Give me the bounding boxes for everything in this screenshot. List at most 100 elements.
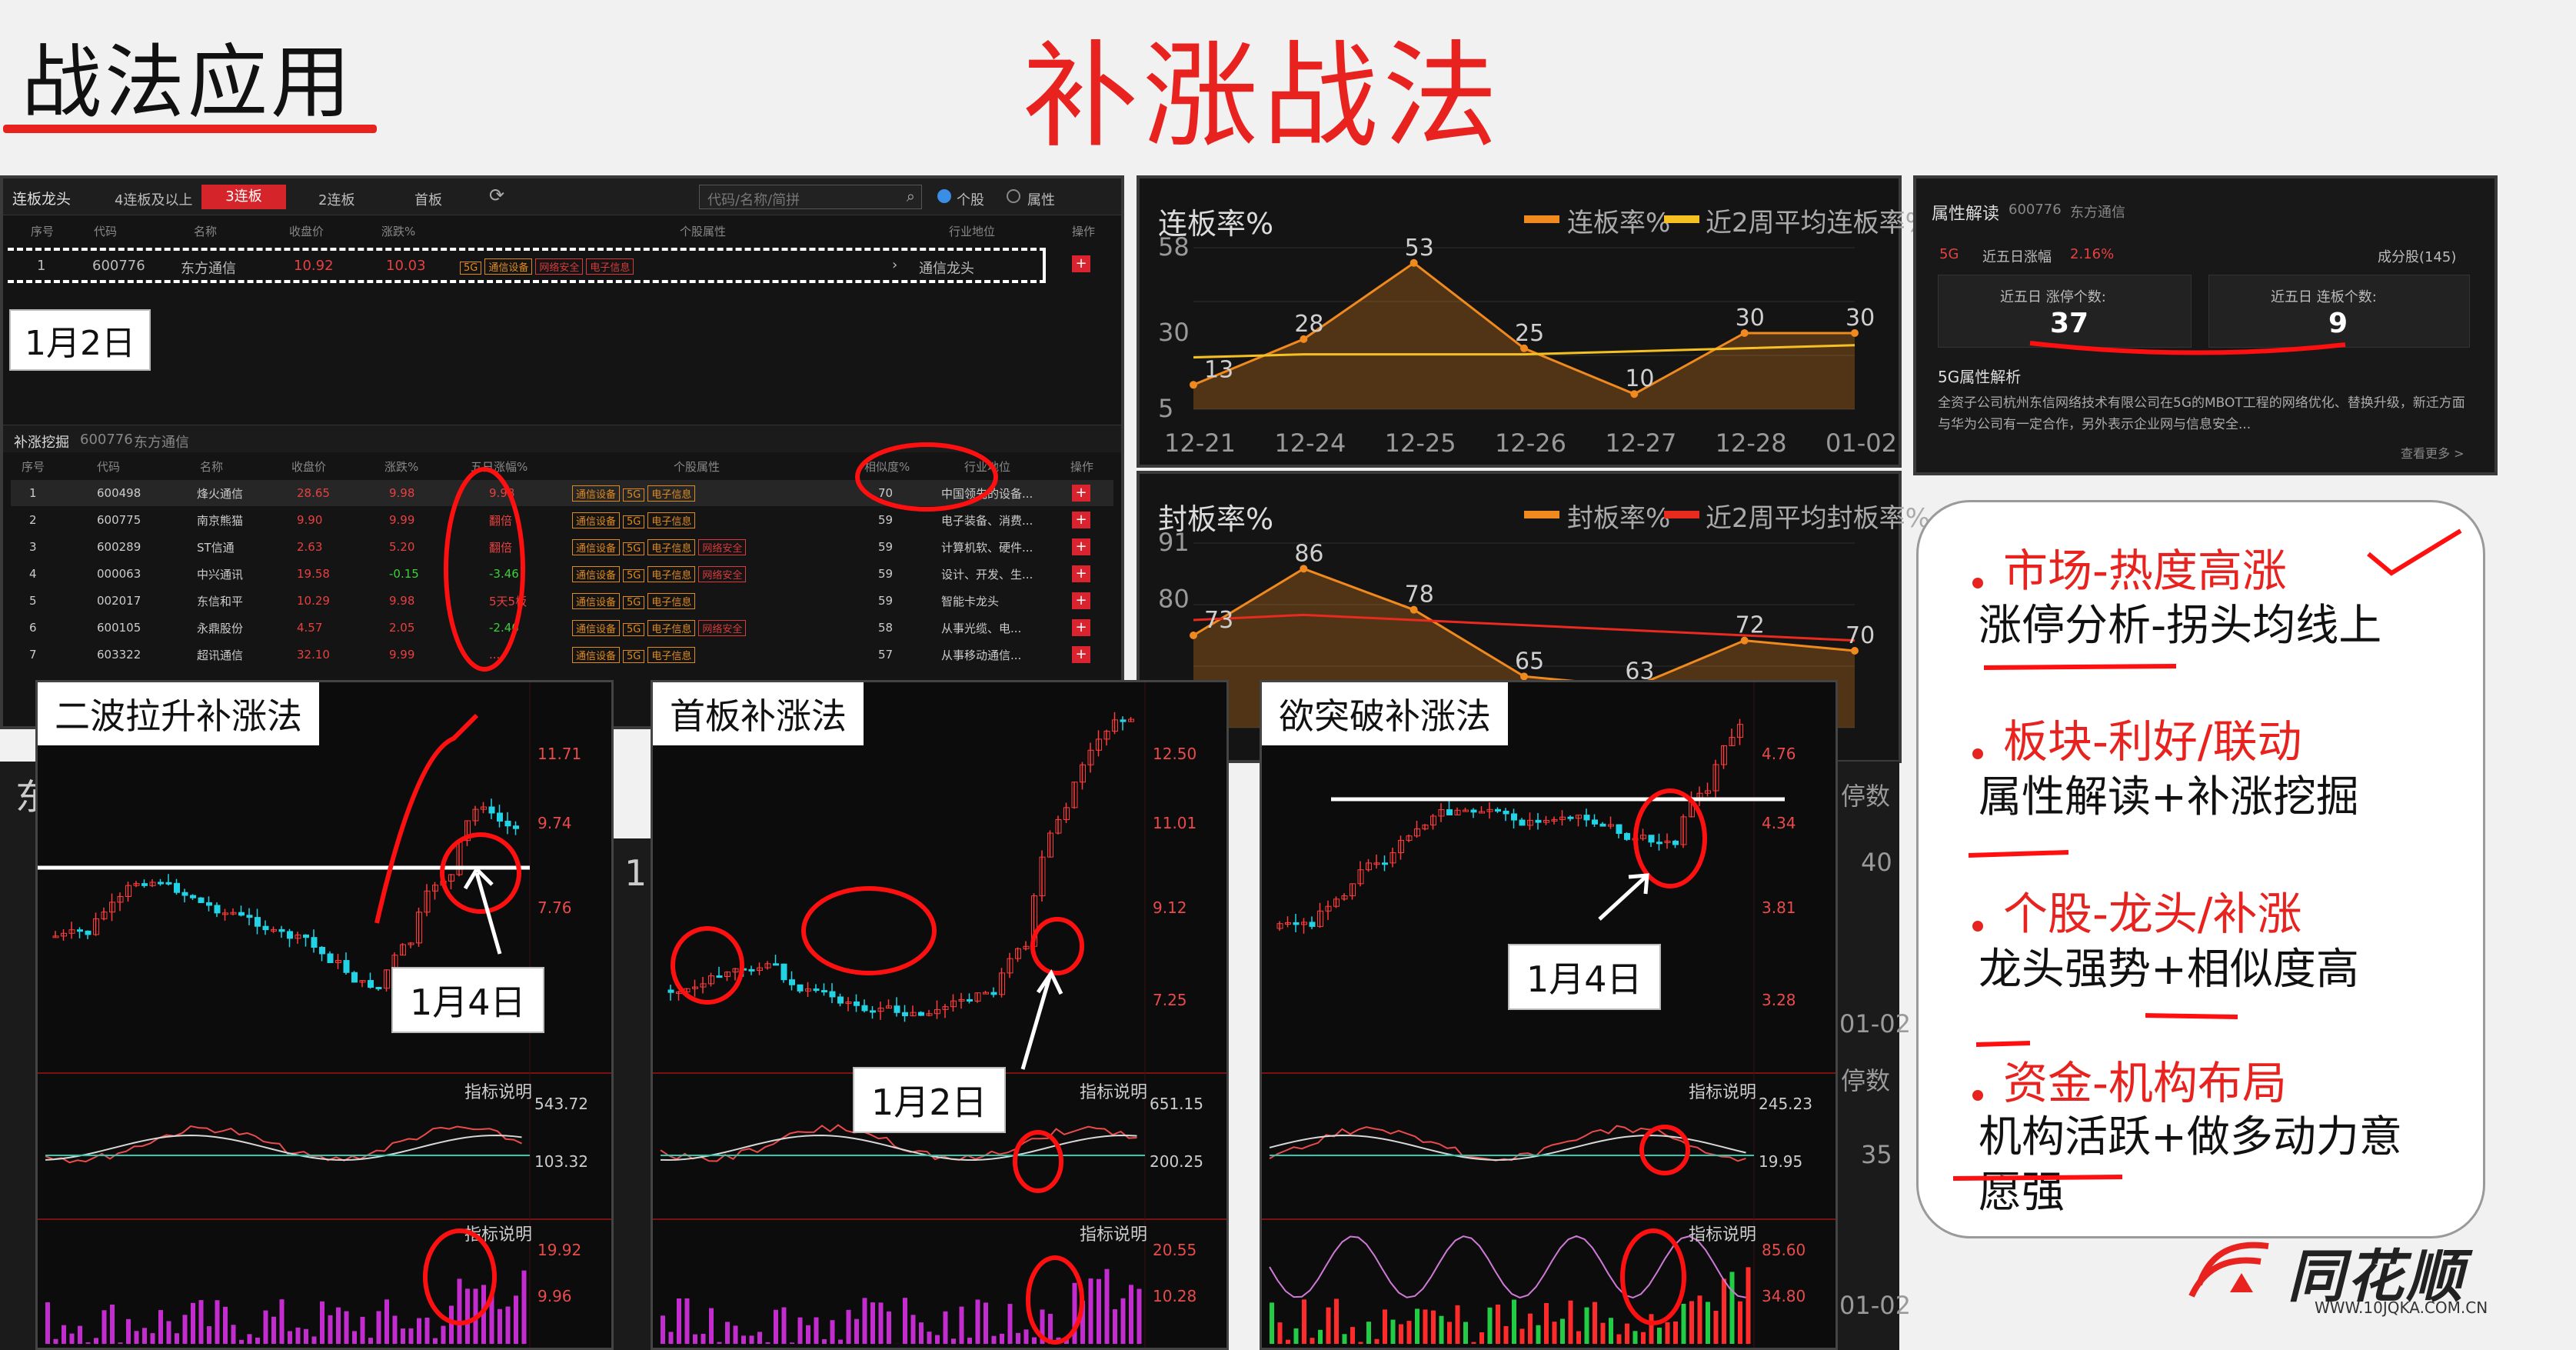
tab-lianban[interactable]: 连板龙头 (12, 191, 72, 208)
refresh-icon[interactable]: ⟳ (489, 185, 505, 206)
candle (133, 883, 140, 886)
ind-bar (271, 1316, 276, 1344)
tag-sec: 网络安全 (535, 258, 584, 275)
ind-bar (126, 1318, 131, 1344)
col-no: 序号 (31, 225, 55, 238)
attr-analysis-text: 全资子公司杭州东信网络技术有限公司在5G的MBOT工程的网络优化、替换升级，新迁… (1938, 395, 2465, 432)
add-button[interactable]: + (1072, 255, 1090, 272)
data-label: 73 (1204, 607, 1233, 634)
attr-tag: 5G (623, 649, 645, 663)
add-button[interactable]: + (1072, 512, 1090, 528)
ind-bar (1600, 1322, 1606, 1344)
kline-date-label: 1月4日 (391, 967, 544, 1033)
candle (1047, 832, 1053, 858)
fill-table-row[interactable]: 4 000063 中兴通讯 19.58 -0.15 -3.46 59 设计、开发、生... 通信… (11, 561, 1113, 587)
add-button[interactable]: + (1072, 619, 1090, 636)
candle (1567, 816, 1574, 819)
ind-bar (1023, 1329, 1029, 1344)
tab-shouban[interactable]: 首板 (414, 192, 442, 208)
attr-tag: 通信设备 (572, 485, 621, 502)
ind-bar (1616, 1334, 1622, 1344)
ind-bar (1350, 1327, 1355, 1344)
candle (1276, 923, 1283, 929)
tab-2lb[interactable]: 2连板 (318, 192, 355, 208)
fill-cell-ind: 计算机软、硬件... (941, 540, 1033, 555)
candle (1406, 835, 1413, 841)
tab-4lb[interactable]: 4连板及以上 (115, 192, 193, 208)
attr-box1-val: 37 (2050, 308, 2089, 339)
candle (1039, 856, 1046, 897)
fill-cell-tags: 通信设备 5G 电子信息 (572, 646, 698, 663)
ind-bar (473, 1288, 478, 1344)
add-button[interactable]: + (1072, 538, 1090, 555)
ind-line-2 (45, 1134, 522, 1161)
ind-bar (239, 1339, 244, 1344)
attr-box2-val: 9 (2328, 308, 2348, 339)
tab-3lb-active[interactable]: 3连板 (201, 185, 286, 209)
candle (141, 883, 148, 886)
item-2-head-text: 板块-利好/联动 (2003, 715, 2302, 768)
col-price: 收盘价 (289, 225, 324, 238)
ind-bar (231, 1325, 236, 1344)
fill-table-row[interactable]: 1 600498 烽火通信 28.65 9.98 9.98 70 中国领先的设备... 通信设备… (11, 480, 1113, 506)
fill-cell-name: 南京熊猫 (197, 513, 244, 528)
candle (1414, 828, 1420, 837)
fill-cell-no: 7 (29, 648, 37, 662)
data-label: 10 (1625, 365, 1654, 392)
fill-cell-price: 32.10 (297, 648, 330, 662)
candle (497, 812, 503, 822)
fill-cell-chg: 2.05 (389, 621, 415, 635)
radio-attr-label: 属性 (1027, 192, 1055, 208)
row-name[interactable]: 东方通信 (181, 261, 236, 277)
fill-table-row[interactable]: 3 600289 ST信通 2.63 5.20 翻倍 59 计算机软、硬件... 通信设备 5G 电… (11, 534, 1113, 560)
ind-bar (701, 1333, 706, 1344)
fill-table-row[interactable]: 5 002017 东信和平 10.29 9.98 5天5板 59 智能卡龙头 通信设备 5G 电子信… (11, 588, 1113, 614)
fill-cell-tags: 通信设备 5G 电子信息 (572, 485, 698, 502)
fill-table-row[interactable]: 2 600775 南京熊猫 9.90 9.99 翻倍 59 电子装备、消费... 通信设备 5G 电… (11, 507, 1113, 533)
candle (934, 1008, 940, 1015)
ind-bar (1399, 1324, 1403, 1344)
ind-bar (1560, 1318, 1565, 1344)
search-icon[interactable]: ⌕ (906, 187, 915, 205)
search-input[interactable]: 代码/名称/简拼 (707, 192, 800, 208)
fill-table-row[interactable]: 6 600105 永鼎股份 4.57 2.05 -2.46 58 从事光缆、电... 通信设备 5… (11, 615, 1113, 641)
item-2-head: 板块-利好/联动 (1972, 705, 2301, 770)
candle (1366, 862, 1372, 871)
ind-bar (814, 1317, 819, 1344)
ind-bar (1374, 1338, 1380, 1344)
candle (68, 929, 75, 934)
ind-bar (134, 1331, 139, 1344)
data-point (1851, 328, 1859, 337)
ind-bar (360, 1316, 365, 1344)
candle (230, 912, 237, 915)
search-box[interactable]: 代码/名称/简拼 ⌕ (699, 185, 922, 209)
attr-sub-right: 成分股(145) (2378, 249, 2457, 265)
ind-bar (1120, 1298, 1126, 1344)
bullet-dot (1972, 577, 1983, 588)
add-button[interactable]: + (1072, 646, 1090, 663)
ind-bar (110, 1304, 115, 1344)
ind-bar (1056, 1337, 1061, 1344)
candle (886, 1005, 892, 1009)
fill-cell-ind: 电子装备、消费... (941, 513, 1033, 528)
ind-bar (1536, 1325, 1541, 1344)
fill-table-row[interactable]: 7 603322 超讯通信 32.10 9.99... 57 从事移动通信... 通信设备 5G… (11, 642, 1113, 668)
candle (1357, 869, 1364, 885)
ind-desc-label: 指标说明 (464, 1083, 532, 1102)
fill-table-body: 1 600498 烽火通信 28.65 9.98 9.98 70 中国领先的设备... 通信设备… (3, 480, 1121, 711)
lianban-chart-panel: 连板率% 连板率% 近2周平均连板率% 13 28 53 25 10 30 30 58 30 5 1… (1137, 175, 1930, 468)
add-button[interactable]: + (1072, 565, 1090, 582)
row-arrow-icon[interactable]: › (892, 257, 898, 273)
ind-bar (677, 1298, 681, 1344)
item-4-body: 机构活跃+做多动力意 (1979, 1112, 2402, 1162)
ind-bar (521, 1270, 527, 1344)
attr-more-link[interactable]: 查看更多 > (2401, 446, 2465, 461)
ind-bar (1576, 1331, 1581, 1344)
radio-attr[interactable] (1007, 189, 1020, 203)
radio-stock[interactable] (937, 189, 951, 203)
add-button[interactable]: + (1072, 592, 1090, 609)
fill-cell-code: 600775 (97, 513, 141, 527)
x-tick-label: 12-28 (1716, 428, 1787, 458)
top-table-row[interactable]: 1 600776 东方通信 10.92 10.03 5G 通信设备 网络安全 电子信息… (8, 248, 1046, 283)
add-button[interactable]: + (1072, 485, 1090, 502)
